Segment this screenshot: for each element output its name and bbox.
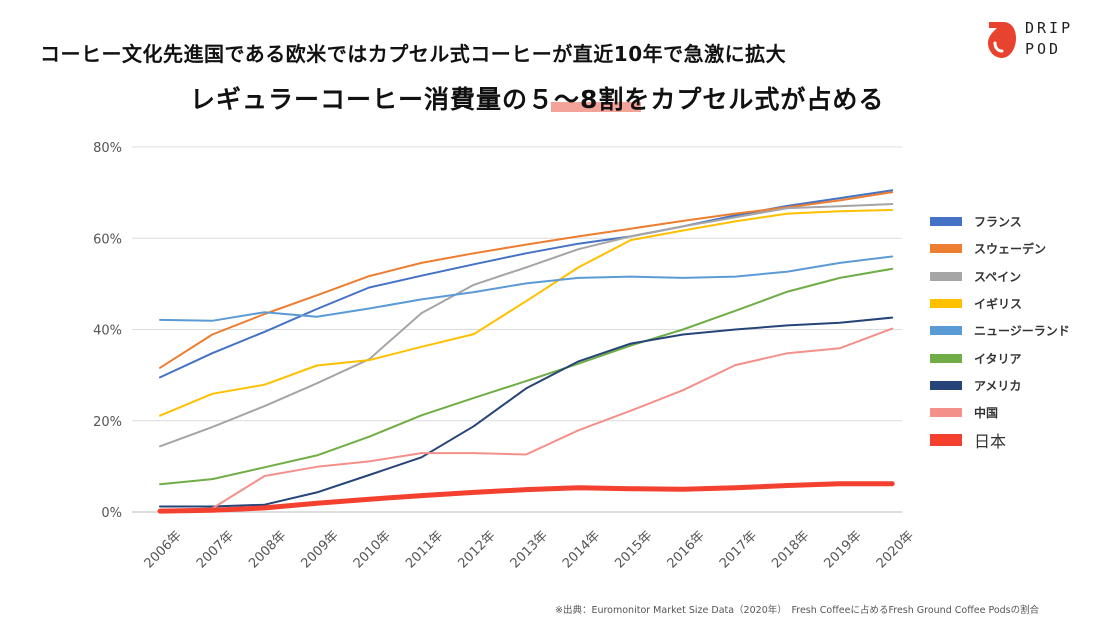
legend-swatch	[930, 299, 962, 309]
x-tick-label: 2013年	[508, 528, 551, 571]
legend-label: スペイン	[974, 269, 1022, 284]
y-tick-label: 40%	[93, 324, 122, 339]
series-line	[159, 316, 894, 508]
legend-swatch	[930, 353, 962, 363]
legend-item: スペイン	[930, 263, 1070, 290]
x-tick-label: 2018年	[769, 528, 812, 571]
legend-label: アメリカ	[974, 378, 1022, 393]
series-line	[159, 209, 894, 417]
legend-label: 日本	[974, 432, 1007, 452]
legend-item: 日本	[930, 426, 1070, 453]
legend-swatch	[930, 271, 962, 281]
legend-item: スウェーデン	[930, 235, 1070, 262]
legend-label: ニュージーランド	[974, 324, 1070, 339]
x-tick-label: 2016年	[665, 528, 708, 571]
series-line	[159, 203, 894, 448]
x-tick-label: 2017年	[717, 528, 760, 571]
y-tick-label: 80%	[93, 141, 122, 156]
legend-item: アメリカ	[930, 372, 1070, 399]
legend-item: ニュージーランド	[930, 317, 1070, 344]
legend-label: イギリス	[974, 297, 1023, 312]
series-line	[157, 481, 895, 514]
logo-wordmark: DRIP POD	[1025, 18, 1073, 60]
x-tick-label: 2020年	[874, 528, 917, 571]
drip-pod-logo: DRIP POD	[985, 18, 1095, 62]
y-tick-label: 0%	[101, 506, 122, 521]
logo-word-pod: POD	[1025, 40, 1062, 58]
legend-label: イタリア	[974, 351, 1022, 366]
x-tick-label: 2010年	[351, 528, 394, 571]
legend-label: フランス	[974, 215, 1022, 230]
legend-item: イギリス	[930, 290, 1070, 317]
legend-swatch	[930, 217, 962, 227]
series-line	[159, 327, 894, 512]
x-tick-label: 2014年	[560, 528, 603, 571]
logo-word-drip: DRIP	[1025, 19, 1074, 37]
legend-swatch	[930, 380, 962, 390]
x-tick-label: 2019年	[822, 528, 865, 571]
legend-swatch	[930, 434, 962, 447]
legend-swatch	[930, 244, 962, 254]
series-line	[159, 191, 894, 369]
x-tick-label: 2009年	[299, 528, 342, 571]
x-tick-label: 2008年	[246, 528, 289, 571]
legend-swatch	[930, 408, 962, 418]
series-line	[159, 255, 894, 322]
legend-item: イタリア	[930, 344, 1070, 371]
headline-line2: レギュラーコーヒー消費量の５～8割をカプセル式が占める	[190, 85, 885, 114]
x-tick-label: 2007年	[194, 528, 237, 571]
legend-swatch	[930, 326, 962, 336]
x-tick-label: 2011年	[403, 528, 446, 571]
series-line	[159, 267, 894, 486]
drop-shape	[988, 22, 1016, 58]
y-tick-label: 20%	[93, 415, 122, 430]
legend-item: フランス	[930, 208, 1070, 235]
y-tick-label: 60%	[93, 232, 122, 247]
x-tick-label: 2012年	[455, 528, 498, 571]
drop-logo-icon	[988, 22, 1016, 58]
x-tick-label: 2015年	[612, 528, 655, 571]
source-note: ※出典：Euromonitor Market Size Data（2020年） …	[555, 605, 1040, 616]
headline-line1: コーヒー文化先進国である欧米ではカプセル式コーヒーが直近10年で急激に拡大	[40, 42, 787, 66]
chart-legend: フランススウェーデン スペインイギリスニュージーランド イタリアアメリカ中国日本	[930, 208, 1070, 454]
legend-label: スウェーデン	[974, 242, 1047, 257]
x-tick-label: 2006年	[142, 528, 185, 571]
legend-item: 中国	[930, 399, 1070, 426]
legend-label: 中国	[974, 406, 999, 421]
